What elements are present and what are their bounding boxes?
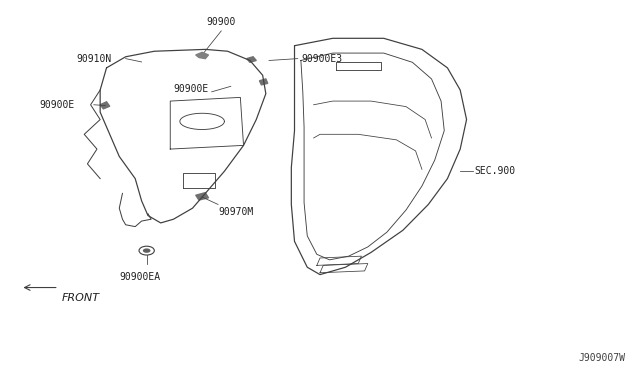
Polygon shape (196, 193, 209, 200)
Text: 90900E: 90900E (40, 100, 75, 110)
Text: 90910N: 90910N (77, 54, 112, 64)
Text: SEC.900: SEC.900 (474, 166, 515, 176)
Text: 90900E3: 90900E3 (301, 54, 342, 64)
Text: 90900E: 90900E (173, 84, 209, 94)
Polygon shape (246, 57, 256, 62)
Text: 90900EA: 90900EA (119, 272, 161, 282)
Text: FRONT: FRONT (62, 293, 100, 303)
Polygon shape (259, 79, 268, 85)
Text: 90970M: 90970M (218, 207, 253, 217)
Circle shape (143, 248, 150, 253)
Polygon shape (196, 52, 209, 59)
Polygon shape (100, 102, 109, 109)
Text: J909007W: J909007W (579, 353, 626, 363)
Text: 90900: 90900 (207, 17, 236, 27)
